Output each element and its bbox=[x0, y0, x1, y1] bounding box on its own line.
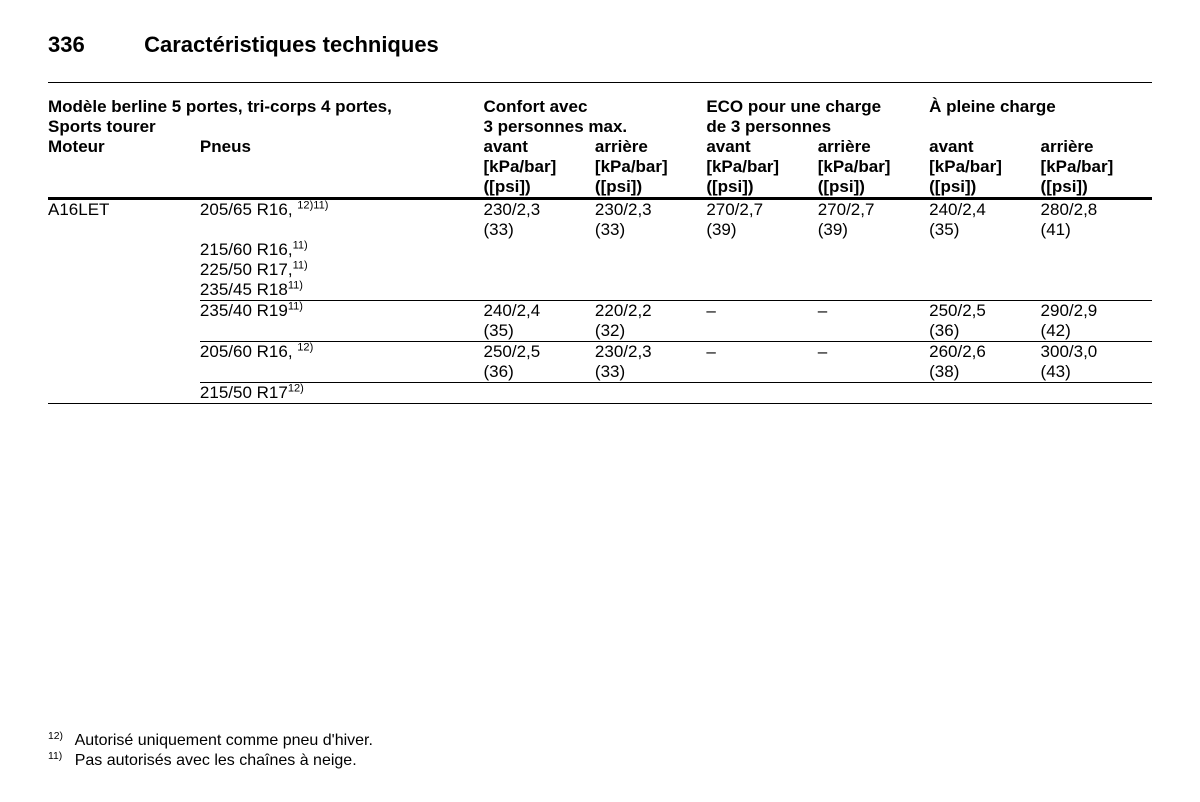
unit-cell: [kPa/bar]([psi]) bbox=[929, 157, 1040, 199]
value-cell: 260/2,6(38) bbox=[929, 342, 1040, 383]
unit-cell: [kPa/bar]([psi]) bbox=[595, 157, 706, 199]
value-cell: 290/2,9(42) bbox=[1041, 301, 1152, 342]
value-cell: – bbox=[818, 301, 929, 342]
footnotes: 12) Autorisé uniquement comme pneu d'hiv… bbox=[48, 730, 373, 770]
value-cell: 220/2,2(32) bbox=[595, 301, 706, 342]
table-row: 215/60 R16,11) bbox=[48, 240, 1152, 260]
table-row: 235/40 R1911) 240/2,4(35) 220/2,2(32) – … bbox=[48, 301, 1152, 342]
eco-header: ECO pour une charge de 3 personnes bbox=[706, 97, 929, 137]
table-row: 235/45 R1811) bbox=[48, 280, 1152, 301]
value-cell: 270/2,7(39) bbox=[818, 199, 929, 241]
footnote-text: Autorisé uniquement comme pneu d'hiver. bbox=[75, 732, 373, 749]
value-cell: – bbox=[706, 301, 817, 342]
eco-front-header: avant bbox=[706, 137, 817, 157]
column-group-header: Modèle berline 5 portes, tri-corps 4 por… bbox=[48, 97, 1152, 137]
unit-cell: [kPa/bar]([psi]) bbox=[706, 157, 817, 199]
footnote-text: Pas autorisés avec les chaînes à neige. bbox=[75, 752, 357, 769]
unit-cell: [kPa/bar]([psi]) bbox=[818, 157, 929, 199]
tyre-pressure-table: Modèle berline 5 portes, tri-corps 4 por… bbox=[48, 97, 1152, 404]
tyre-cell: 205/65 R16, 12)11) bbox=[200, 199, 484, 241]
comfort-rear-header: arrière bbox=[595, 137, 706, 157]
comfort-front-header: avant bbox=[484, 137, 595, 157]
footnote: 11) Pas autorisés avec les chaînes à nei… bbox=[48, 752, 373, 770]
tyre-cell: 235/45 R1811) bbox=[200, 280, 484, 301]
model-header: Modèle berline 5 portes, tri-corps 4 por… bbox=[48, 97, 484, 137]
moteur-header: Moteur bbox=[48, 137, 200, 157]
table-row: 225/50 R17,11) bbox=[48, 260, 1152, 280]
eco-rear-header: arrière bbox=[818, 137, 929, 157]
unit-cell: [kPa/bar]([psi]) bbox=[484, 157, 595, 199]
value-cell: 240/2,4(35) bbox=[484, 301, 595, 342]
header-rule bbox=[48, 82, 1152, 83]
table-row: 205/60 R16, 12) 250/2,5(36) 230/2,3(33) … bbox=[48, 342, 1152, 383]
tyre-cell: 215/60 R16,11) bbox=[200, 240, 484, 260]
engine-cell: A16LET bbox=[48, 199, 200, 241]
full-load-header: À pleine charge bbox=[929, 97, 1152, 137]
full-front-header: avant bbox=[929, 137, 1040, 157]
value-cell: 230/2,3(33) bbox=[595, 342, 706, 383]
page-header: 336 Caractéristiques techniques bbox=[48, 32, 1152, 58]
page-title: Caractéristiques techniques bbox=[144, 32, 439, 57]
value-cell: 240/2,4(35) bbox=[929, 199, 1040, 241]
value-cell: 300/3,0(43) bbox=[1041, 342, 1152, 383]
value-cell: – bbox=[818, 342, 929, 383]
footnote-ref: 12) bbox=[48, 731, 63, 742]
value-cell: 250/2,5(36) bbox=[484, 342, 595, 383]
value-cell: 270/2,7(39) bbox=[706, 199, 817, 241]
document-page: 336 Caractéristiques techniques Modèle b… bbox=[0, 0, 1200, 802]
value-cell: – bbox=[706, 342, 817, 383]
footnote: 12) Autorisé uniquement comme pneu d'hiv… bbox=[48, 732, 373, 750]
footnote-ref: 11) bbox=[48, 751, 62, 762]
value-cell: 250/2,5(36) bbox=[929, 301, 1040, 342]
pneus-header: Pneus bbox=[200, 137, 484, 157]
tyre-cell: 205/60 R16, 12) bbox=[200, 342, 484, 383]
tyre-cell: 235/40 R1911) bbox=[200, 301, 484, 342]
value-cell: 280/2,8(41) bbox=[1041, 199, 1152, 241]
full-rear-header: arrière bbox=[1041, 137, 1152, 157]
unit-cell: [kPa/bar]([psi]) bbox=[1041, 157, 1152, 199]
table-row: A16LET 205/65 R16, 12)11) 230/2,3(33) 23… bbox=[48, 199, 1152, 241]
unit-row: [kPa/bar]([psi]) [kPa/bar]([psi]) [kPa/b… bbox=[48, 157, 1152, 199]
table-row: 215/50 R1712) bbox=[48, 383, 1152, 404]
tyre-cell: 215/50 R1712) bbox=[200, 383, 484, 404]
value-cell: 230/2,3(33) bbox=[595, 199, 706, 241]
tyre-cell: 225/50 R17,11) bbox=[200, 260, 484, 280]
value-cell: 230/2,3(33) bbox=[484, 199, 595, 241]
sub-header-row: Moteur Pneus avant arrière avant arrière… bbox=[48, 137, 1152, 157]
page-number: 336 bbox=[48, 32, 138, 58]
comfort-header: Confort avec 3 personnes max. bbox=[484, 97, 707, 137]
